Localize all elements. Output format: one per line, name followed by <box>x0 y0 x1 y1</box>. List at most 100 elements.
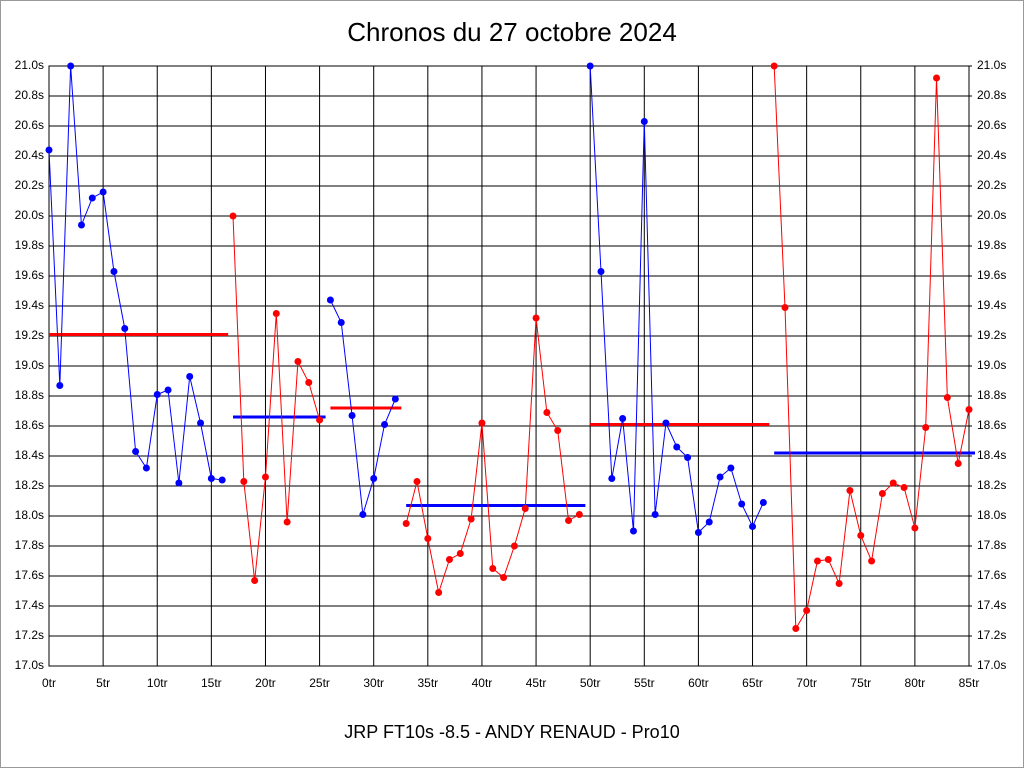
data-point <box>933 74 941 82</box>
x-tick-label: 35tr <box>417 676 438 690</box>
data-point <box>824 556 832 563</box>
data-point <box>565 517 573 524</box>
data-point <box>770 62 778 70</box>
y2-tick-label: 20.2s <box>977 178 1006 192</box>
data-point <box>521 505 529 512</box>
data-point <box>619 415 627 422</box>
y2-tick-label: 19.8s <box>977 238 1006 252</box>
y2-tick-label: 18.6s <box>977 418 1006 432</box>
data-point <box>305 379 313 386</box>
data-point <box>99 188 107 196</box>
data-point <box>857 532 865 539</box>
data-point <box>272 310 280 317</box>
y-tick-label: 20.2s <box>15 178 44 192</box>
data-point <box>67 62 75 70</box>
data-point <box>900 484 908 491</box>
data-point <box>554 427 562 434</box>
y2-tick-label: 19.6s <box>977 268 1006 282</box>
data-point <box>186 373 194 380</box>
data-point <box>348 412 356 419</box>
x-tick-label: 70tr <box>796 676 817 690</box>
x-tick-label: 75tr <box>850 676 871 690</box>
data-point <box>608 475 616 482</box>
x-tick-label: 5tr <box>96 676 110 690</box>
data-point <box>478 419 486 427</box>
data-point <box>922 424 930 431</box>
data-point <box>121 325 129 332</box>
data-point <box>207 475 215 482</box>
data-point <box>738 500 746 508</box>
x-tick-label: 25tr <box>309 676 330 690</box>
y-tick-label: 17.4s <box>15 598 44 612</box>
y2-tick-label: 17.8s <box>977 538 1006 552</box>
data-point <box>294 358 302 365</box>
data-point <box>197 419 205 427</box>
data-point <box>759 499 767 506</box>
data-point <box>640 118 648 125</box>
data-point <box>251 577 259 584</box>
x-tick-label: 40tr <box>472 676 493 690</box>
x-tick-label: 85tr <box>959 676 980 690</box>
x-tick-label: 20tr <box>255 676 276 690</box>
y2-tick-label: 19.4s <box>977 298 1006 312</box>
data-point <box>673 443 681 451</box>
data-point <box>164 386 172 394</box>
data-point <box>662 419 670 427</box>
data-point <box>943 394 951 401</box>
data-point <box>175 479 183 487</box>
data-point <box>727 464 735 472</box>
y-tick-label: 20.8s <box>15 88 44 102</box>
y-tick-label: 19.6s <box>15 268 44 282</box>
data-point <box>629 527 637 535</box>
y-tick-label: 20.6s <box>15 118 44 132</box>
data-point <box>456 550 464 557</box>
data-point <box>868 557 876 565</box>
data-point <box>153 391 161 398</box>
data-point <box>359 511 367 518</box>
data-point <box>88 194 96 202</box>
data-point <box>694 529 702 536</box>
data-point <box>965 406 973 413</box>
data-point <box>218 476 226 484</box>
data-point <box>889 479 897 487</box>
data-point <box>586 62 594 70</box>
y-tick-label: 19.8s <box>15 238 44 252</box>
y-tick-label: 17.6s <box>15 568 44 582</box>
x-tick-label: 0tr <box>42 676 56 690</box>
data-point <box>716 473 724 481</box>
data-point <box>489 565 497 572</box>
y2-tick-label: 17.6s <box>977 568 1006 582</box>
data-point <box>56 382 64 389</box>
data-point <box>132 448 140 455</box>
data-point <box>705 518 713 526</box>
y2-tick-label: 18.4s <box>977 448 1006 462</box>
data-point <box>110 268 118 275</box>
chart-title: Chronos du 27 octobre 2024 <box>347 17 677 47</box>
x-tick-label: 60tr <box>688 676 709 690</box>
y2-tick-label: 19.0s <box>977 358 1006 372</box>
x-tick-label: 30tr <box>363 676 384 690</box>
y2-tick-label: 17.4s <box>977 598 1006 612</box>
data-point <box>532 314 540 322</box>
y-tick-label: 17.8s <box>15 538 44 552</box>
x-tick-label: 50tr <box>580 676 601 690</box>
y2-tick-label: 21.0s <box>977 58 1006 72</box>
x-tick-label: 55tr <box>634 676 655 690</box>
y-tick-label: 17.2s <box>15 628 44 642</box>
data-point <box>370 475 378 482</box>
y-tick-label: 19.0s <box>15 358 44 372</box>
data-point <box>803 607 811 614</box>
x-tick-label: 10tr <box>147 676 168 690</box>
y2-tick-label: 17.2s <box>977 628 1006 642</box>
x-tick-label: 15tr <box>201 676 222 690</box>
data-point <box>792 625 800 632</box>
data-point <box>240 478 248 485</box>
y2-tick-label: 19.2s <box>977 328 1006 342</box>
data-point <box>543 409 551 416</box>
y-tick-label: 19.2s <box>15 328 44 342</box>
y2-tick-label: 18.2s <box>977 478 1006 492</box>
y2-tick-label: 18.0s <box>977 508 1006 522</box>
data-point <box>261 473 269 481</box>
data-point <box>424 535 432 542</box>
